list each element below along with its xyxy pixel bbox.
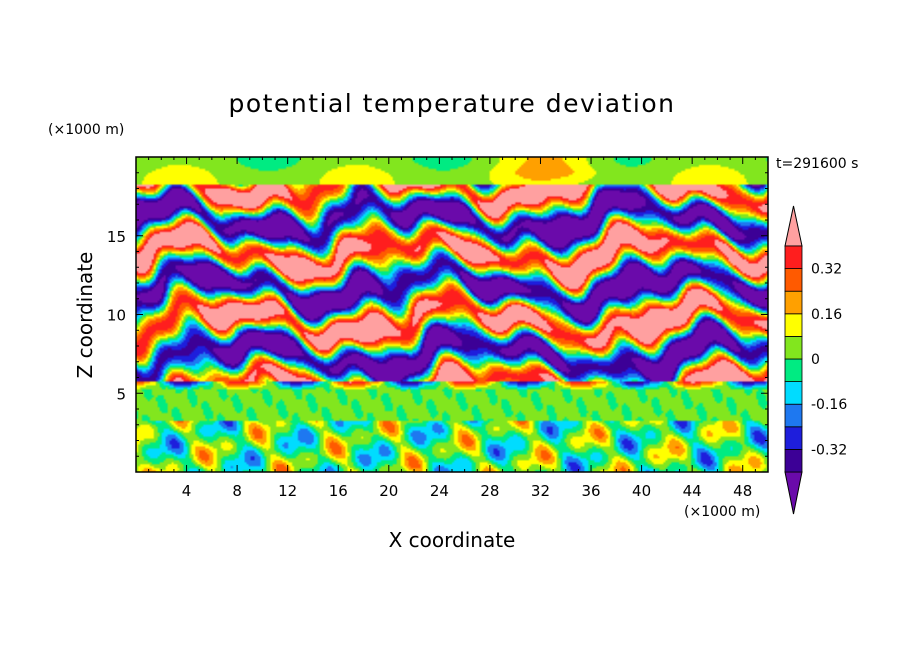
y-tick-label: 15	[107, 228, 126, 246]
colorbar-label: -0.32	[811, 442, 847, 458]
colorbar-segment	[784, 335, 803, 360]
colorbar-segment	[784, 313, 803, 337]
x-tick-label: 48	[733, 482, 752, 500]
x-unit-label: (×1000 m)	[684, 504, 760, 520]
colorbar-segment	[784, 403, 803, 428]
x-tick-label: 28	[480, 482, 499, 500]
x-tick-label: 16	[329, 482, 348, 500]
contour-image	[136, 157, 768, 472]
colorbar-label: -0.16	[811, 397, 847, 413]
y-axis: 5 10 15	[107, 172, 768, 457]
colorbar-label: 0.16	[811, 307, 842, 323]
x-tick-label: 8	[232, 482, 242, 500]
x-tick-label: 44	[683, 482, 702, 500]
colorbar-label: 0.32	[811, 262, 842, 278]
y-axis-label: Z coordinate	[73, 252, 97, 379]
colorbar-segment	[784, 448, 803, 473]
colorbar-segment	[784, 381, 803, 405]
y-unit-label: (×1000 m)	[48, 122, 124, 138]
y-tick-label: 10	[107, 307, 126, 325]
colorbar-segment	[784, 358, 803, 383]
x-axis-label: X coordinate	[389, 528, 516, 552]
x-axis: 4 8 12 16 20 24 28 32 36 40 44 48	[148, 157, 756, 500]
colorbar-segment	[784, 290, 803, 315]
colorbar-segment	[784, 245, 803, 270]
colorbar-extend-bottom	[784, 471, 803, 515]
colorbar-extend-top	[784, 205, 803, 247]
colorbar-segment	[784, 268, 803, 292]
plot-area	[135, 156, 769, 473]
x-tick-label: 4	[182, 482, 192, 500]
colorbar-label: 0	[811, 352, 820, 368]
colorbar: -0.32 -0.16 0 0.16 0.32	[784, 205, 847, 515]
time-label: t=291600 s	[776, 156, 858, 172]
x-tick-label: 24	[430, 482, 449, 500]
x-tick-label: 36	[581, 482, 600, 500]
x-tick-label: 20	[379, 482, 398, 500]
contour-field	[136, 157, 768, 472]
x-tick-label: 32	[531, 482, 550, 500]
chart-title: potential temperature deviation	[229, 89, 676, 118]
x-tick-label: 12	[278, 482, 297, 500]
colorbar-segment	[784, 426, 803, 450]
x-tick-label: 40	[632, 482, 651, 500]
y-tick-label: 5	[116, 385, 126, 403]
